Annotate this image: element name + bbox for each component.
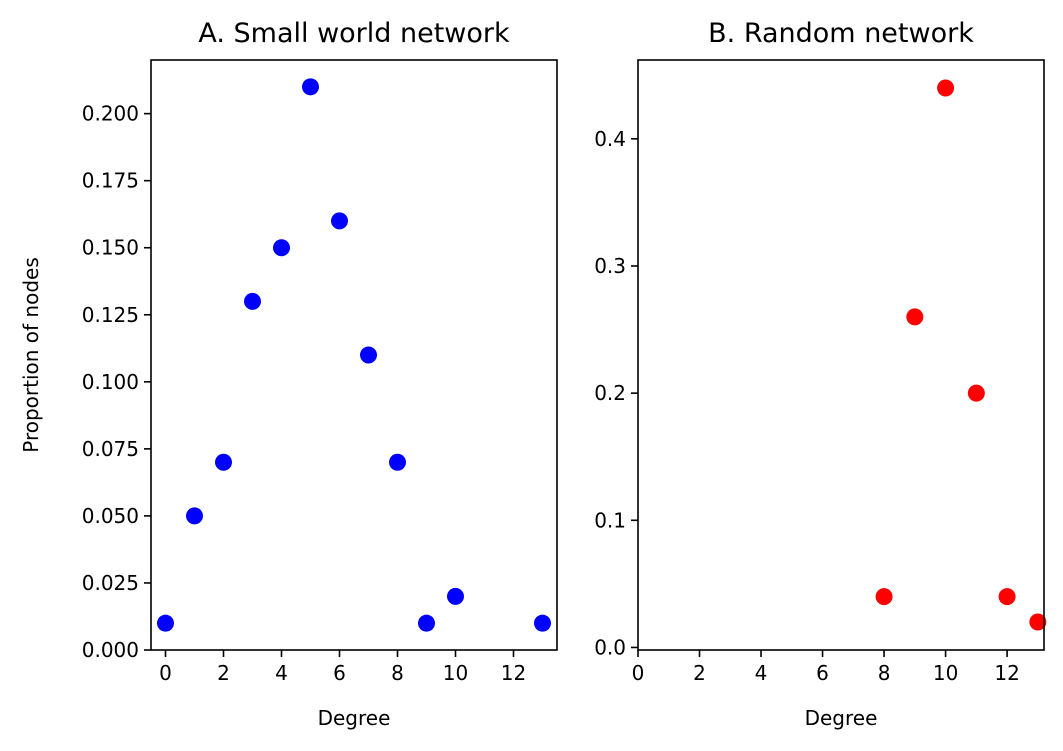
data-point	[998, 588, 1016, 606]
y-tick-label: 0.150	[82, 236, 139, 260]
panel-a-ylabel: Proportion of nodes	[19, 257, 43, 453]
y-tick-label: 0.175	[82, 169, 139, 193]
panel-a-small-world: A. Small world network Degree Proportion…	[19, 18, 558, 730]
panel-b-title: B. Random network	[708, 18, 974, 49]
x-tick-label: 2	[693, 661, 706, 685]
data-point	[331, 212, 348, 230]
y-tick-label: 0.125	[82, 303, 139, 327]
data-point	[534, 614, 551, 632]
y-tick-label: 0.4	[594, 127, 626, 151]
data-point	[1029, 613, 1047, 631]
data-point	[302, 78, 319, 96]
y-tick-label: 0.1	[594, 508, 626, 532]
data-point	[967, 384, 985, 402]
x-tick-label: 12	[501, 661, 526, 685]
data-point	[360, 346, 377, 364]
panel-b-random: B. Random network Degree 0 2 4 6 8 10 12 0.0 0.1…	[594, 18, 1047, 730]
x-tick-label: 6	[816, 661, 829, 685]
x-tick-label: 2	[217, 661, 230, 685]
x-tick-label: 8	[391, 661, 404, 685]
data-point	[244, 292, 261, 310]
x-tick-label: 0	[159, 661, 172, 685]
y-tick-label: 0.2	[594, 381, 626, 405]
y-tick-label: 0.075	[82, 437, 139, 461]
panel-b-points	[875, 79, 1047, 631]
x-tick-label: 0	[632, 661, 645, 685]
panel-b-ticks: 0 2 4 6 8 10 12 0.0 0.1 0.2 0.3 0.4	[594, 127, 1020, 685]
data-point	[937, 79, 955, 97]
y-tick-label: 0.0	[594, 635, 626, 659]
x-tick-label: 12	[994, 661, 1019, 685]
data-point	[157, 614, 174, 632]
y-tick-label: 0.100	[82, 370, 139, 394]
data-point	[273, 239, 290, 257]
data-point	[447, 587, 464, 605]
x-tick-label: 10	[443, 661, 468, 685]
panel-a-points	[157, 78, 551, 632]
panel-a-frame	[150, 59, 558, 651]
y-tick-label: 0.050	[82, 504, 139, 528]
x-tick-label: 10	[933, 661, 958, 685]
x-tick-label: 4	[275, 661, 288, 685]
x-tick-label: 8	[878, 661, 891, 685]
x-tick-label: 4	[755, 661, 768, 685]
data-point	[875, 588, 893, 606]
data-point	[215, 453, 232, 471]
panel-a-title: A. Small world network	[198, 18, 510, 49]
y-tick-label: 0.025	[82, 571, 139, 595]
data-point	[186, 507, 203, 525]
y-tick-label: 0.000	[82, 638, 139, 662]
panel-b-xlabel: Degree	[805, 706, 878, 730]
y-tick-label: 0.3	[594, 254, 626, 278]
panel-b-frame	[637, 59, 1045, 651]
x-tick-label: 6	[333, 661, 346, 685]
panel-a-xlabel: Degree	[318, 706, 391, 730]
panel-a-ticks: 0 2 4 6 8 10 12 0.000 0.025 0.050 0.075 0.100 0.125 0…	[82, 102, 526, 685]
data-point	[906, 308, 924, 326]
y-tick-label: 0.200	[82, 102, 139, 126]
data-point	[418, 614, 435, 632]
data-point	[389, 453, 406, 471]
